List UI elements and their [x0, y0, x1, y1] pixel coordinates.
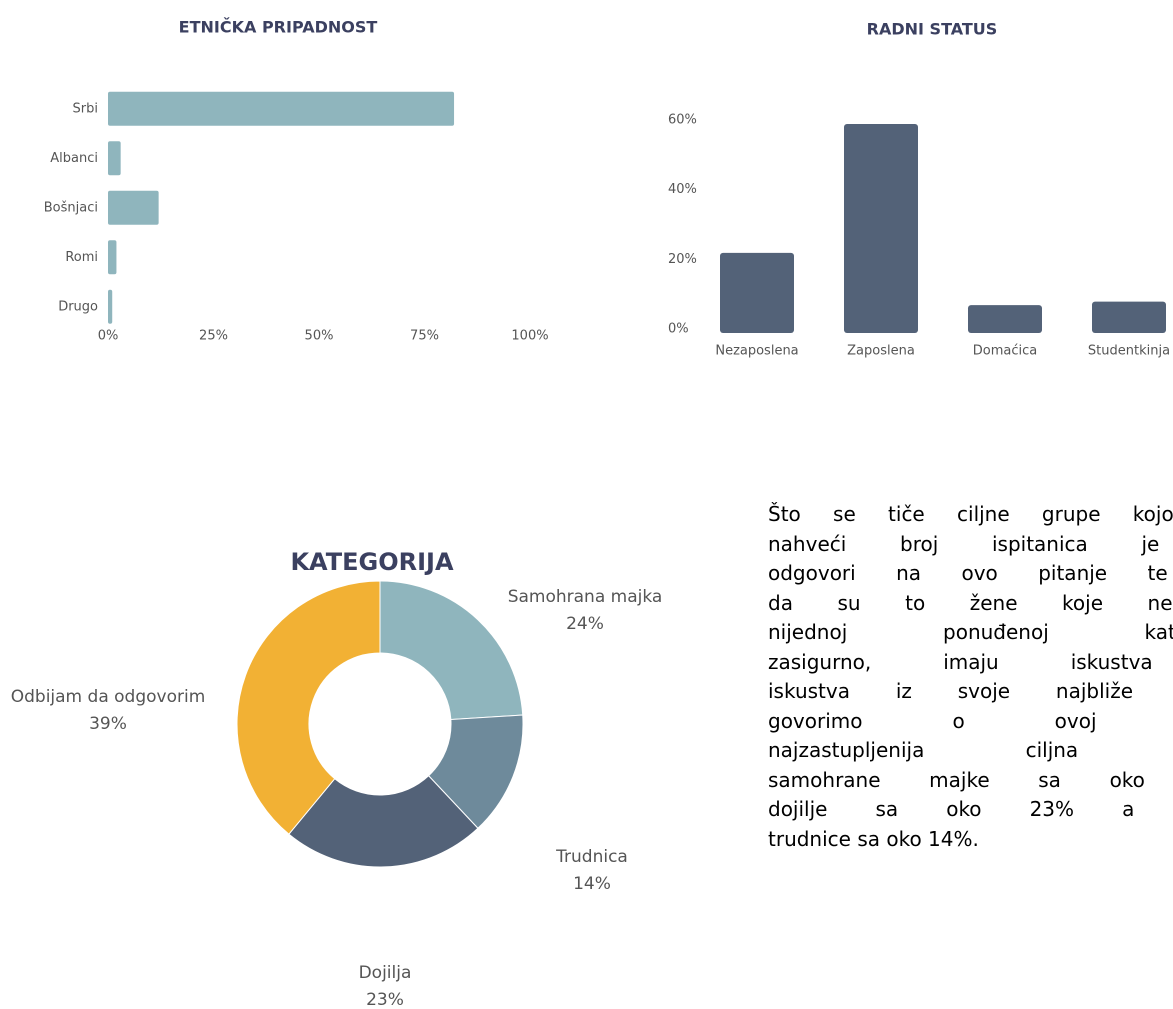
- category-label: Romi: [65, 250, 98, 265]
- category-label: Bošnjaci: [44, 200, 98, 215]
- text-line: govorimo o ovoj temi.: [768, 708, 1173, 733]
- text-line: samohrane majke sa oko 24%: [768, 767, 1173, 792]
- slice-value: 24%: [566, 614, 604, 634]
- y-tick-label: 60%: [668, 113, 697, 128]
- slice-value: 14%: [573, 874, 611, 894]
- text-line: najzastupljenija ciljna grupa: [768, 738, 1173, 762]
- slice-label: Samohrana majka: [508, 587, 663, 607]
- x-tick-label: Nezaposlena: [715, 344, 798, 359]
- y-tick-label: 40%: [668, 182, 697, 197]
- bar: [108, 141, 121, 176]
- category-label: Srbi: [73, 101, 98, 116]
- text-line: trudnice sa oko 14%.: [768, 826, 979, 851]
- x-tick-label: Zaposlena: [847, 344, 915, 359]
- slice-label: Dojilja: [359, 963, 412, 983]
- donut-slice: [236, 580, 381, 835]
- bar: [844, 124, 918, 333]
- chart-title: RADNI STATUS: [867, 20, 998, 39]
- donut-slice: [379, 580, 524, 721]
- slice-label: Trudnica: [555, 847, 628, 867]
- text-line: odgovori na ovo pitanje te sm: [768, 561, 1173, 585]
- x-tick-label: 25%: [199, 329, 228, 344]
- paragraph: Što se tiče ciljne grupe kojoj pri nahveć…: [768, 500, 1173, 854]
- bar: [108, 190, 159, 225]
- slice-value: 39%: [89, 714, 127, 734]
- chart-title: ETNIČKA PRIPADNOST: [179, 18, 378, 37]
- y-tick-label: 0%: [668, 322, 689, 337]
- chart-title: KATEGORIJA: [290, 548, 454, 576]
- text-line: zasigurno, imaju iskustva (l: [768, 649, 1173, 674]
- bar: [1092, 301, 1166, 333]
- category-label: Albanci: [50, 151, 98, 166]
- text-line: nahveći broj ispitanica je od: [768, 531, 1173, 556]
- bar: [108, 91, 455, 126]
- x-tick-label: 50%: [305, 329, 334, 344]
- x-tick-label: 0%: [98, 329, 119, 344]
- category-label: Drugo: [58, 299, 98, 314]
- x-tick-label: 75%: [410, 329, 439, 344]
- slice-value: 23%: [366, 990, 404, 1009]
- text-line: iskustva iz svoje najbliže okolin: [768, 679, 1173, 703]
- bar: [968, 305, 1042, 333]
- donut-slice: [288, 775, 479, 868]
- text-line: Što se tiče ciljne grupe kojoj pri: [768, 502, 1173, 526]
- slice-label: Odbijam da odgovorim: [11, 687, 206, 707]
- text-line: dojilje sa oko 23% a zatim: [768, 797, 1173, 821]
- y-tick-label: 20%: [668, 252, 697, 267]
- text-line: nijednoj ponuđenoj kategoriji: [768, 620, 1173, 644]
- bar: [108, 240, 117, 275]
- x-tick-label: Studentkinja: [1088, 344, 1170, 359]
- bar: [720, 252, 794, 333]
- bar: [108, 289, 113, 324]
- x-tick-label: Domaćica: [973, 344, 1037, 359]
- text-line: da su to žene koje ne pr: [768, 590, 1173, 615]
- x-tick-label: 100%: [511, 329, 548, 344]
